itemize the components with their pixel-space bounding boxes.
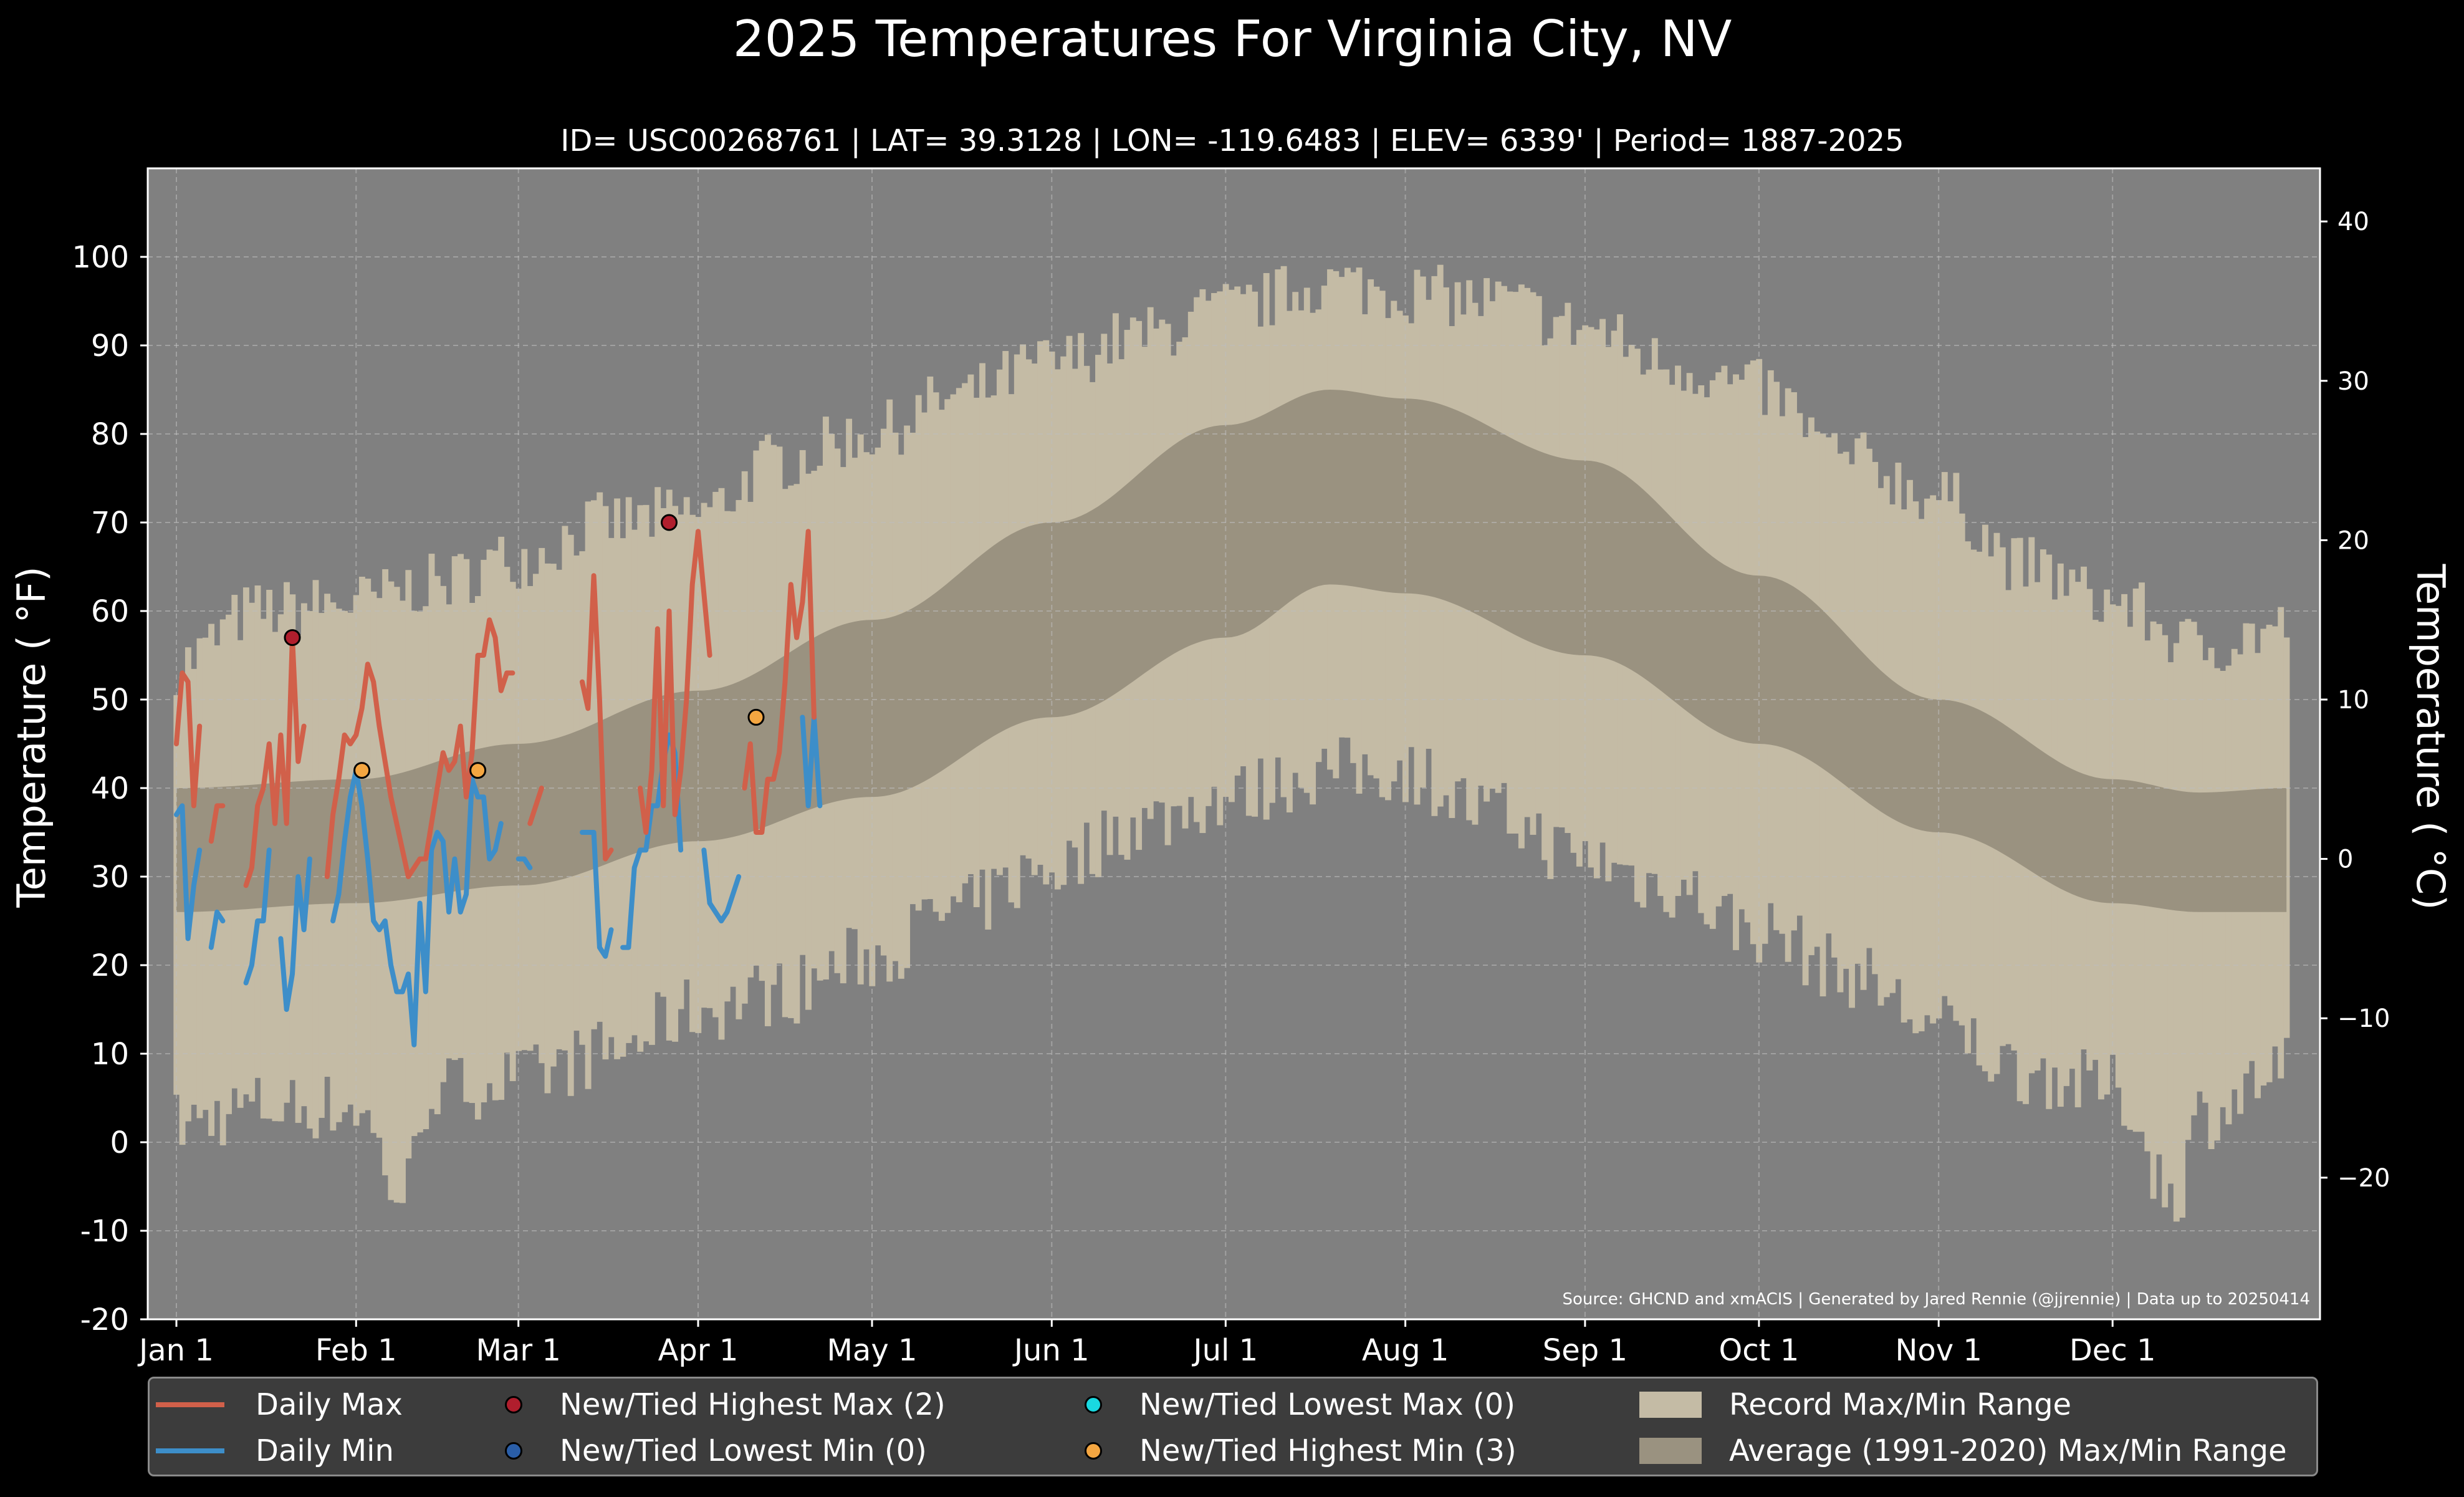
plot-area <box>148 168 2320 1320</box>
chart-title: 2025 Temperatures For Virginia City, NV <box>733 10 1732 68</box>
high-min-marker-icon <box>1085 1442 1102 1460</box>
legend-item-new-high-min: New/Tied Highest Min (3) <box>1047 1428 1517 1473</box>
new-high-min-marker <box>469 762 487 779</box>
new-high-max-marker <box>284 629 301 647</box>
daily-min-swatch <box>156 1448 224 1453</box>
record-range-bar <box>2179 621 2186 1218</box>
y2-tick-label: −20 <box>2337 1164 2390 1193</box>
y-tick-label: 40 <box>91 771 129 806</box>
daily-min-line <box>174 715 823 1047</box>
x-tick-label: Apr 1 <box>658 1333 739 1368</box>
chart-subtitle: ID= USC00268761 | LAT= 39.3128 | LON= -1… <box>560 123 1904 158</box>
new-high-min-marker <box>353 762 371 779</box>
y-tick-label: 0 <box>110 1125 129 1160</box>
legend-item-new-low-min: New/Tied Lowest Min (0) <box>467 1428 927 1473</box>
source-note: Source: GHCND and xmACIS | Generated by … <box>1562 1290 2310 1309</box>
y-axis-label: Temperature ( °F) <box>9 566 54 908</box>
y2-tick-label: 10 <box>2337 686 2369 715</box>
normal-range-band <box>176 390 2287 912</box>
legend-label: Average (1991-2020) Max/Min Range <box>1729 1433 2287 1468</box>
y-tick-label: -20 <box>80 1302 129 1337</box>
y-tick-label: 60 <box>91 594 129 629</box>
plot-frame <box>146 167 2321 1321</box>
legend-item-daily-max: Daily Max <box>156 1382 403 1427</box>
x-tick-label: Mar 1 <box>476 1333 561 1368</box>
legend: Daily Max Daily Min New/Tied Highest Max… <box>148 1377 2318 1476</box>
y-tick-label: 50 <box>91 683 129 718</box>
y2-tick-label: 30 <box>2337 367 2369 396</box>
record-range-swatch <box>1639 1392 1702 1418</box>
daily-max-swatch <box>156 1402 224 1407</box>
normal-range-swatch <box>1639 1438 1702 1464</box>
x-tick-label: Jan 1 <box>137 1333 214 1368</box>
record-range-bar <box>2150 621 2157 1199</box>
low-min-marker-icon <box>505 1442 522 1460</box>
legend-label: Daily Max <box>256 1387 403 1422</box>
record-range-bar <box>400 600 406 1203</box>
y2-tick-label: −10 <box>2337 1004 2390 1033</box>
record-range-bar <box>2283 637 2290 1038</box>
y2-tick-label: 40 <box>2337 208 2369 236</box>
legend-item-normal-range: Average (1991-2020) Max/Min Range <box>1639 1428 2287 1473</box>
y-tick-label: 20 <box>91 948 129 983</box>
x-tick-label: Jun 1 <box>1012 1333 1090 1368</box>
record-range-bar <box>2173 643 2180 1222</box>
legend-label: Record Max/Min Range <box>1729 1387 2072 1422</box>
x-tick-label: Oct 1 <box>1719 1333 1800 1368</box>
y-tick-label: 10 <box>91 1037 129 1072</box>
y2-axis-label: Temperature ( °C) <box>2408 564 2453 910</box>
y-tick-label: 90 <box>91 329 129 363</box>
y-tick-label: 70 <box>91 506 129 541</box>
legend-item-new-high-max: New/Tied Highest Max (2) <box>467 1382 946 1427</box>
x-tick-label: Nov 1 <box>1895 1333 1982 1368</box>
x-tick-label: Aug 1 <box>1362 1333 1449 1368</box>
y-tick-label: 30 <box>91 860 129 895</box>
y-tick-label: 100 <box>72 240 129 275</box>
daily-max-line <box>174 529 817 888</box>
x-tick-label: Sep 1 <box>1543 1333 1627 1368</box>
legend-item-new-low-max: New/Tied Lowest Max (0) <box>1047 1382 1515 1427</box>
record-range-bar <box>2167 662 2174 1184</box>
y2-tick-label: 0 <box>2337 845 2353 874</box>
x-tick-label: Feb 1 <box>315 1333 397 1368</box>
legend-label: Daily Min <box>256 1433 394 1468</box>
legend-item-daily-min: Daily Min <box>156 1428 394 1473</box>
low-max-marker-icon <box>1085 1396 1102 1413</box>
new-high-max-marker <box>661 514 678 531</box>
high-max-marker-icon <box>505 1396 522 1413</box>
record-range-bar <box>2162 635 2169 1208</box>
y2-tick-label: 20 <box>2337 526 2369 555</box>
legend-label: New/Tied Lowest Max (0) <box>1139 1387 1515 1422</box>
legend-item-record-range: Record Max/Min Range <box>1639 1382 2071 1427</box>
x-tick-label: May 1 <box>827 1333 917 1368</box>
y-tick-label: -10 <box>80 1214 129 1249</box>
legend-label: New/Tied Lowest Min (0) <box>560 1433 927 1468</box>
y-tick-label: 80 <box>91 417 129 452</box>
x-tick-label: Jul 1 <box>1191 1333 1258 1368</box>
axes: -20 -10 0 10 20 30 40 50 60 70 80 90 100 −20 −10 0 10 20 3… <box>72 167 2390 1368</box>
legend-label: New/Tied Highest Min (3) <box>1139 1433 1517 1468</box>
x-tick-label: Dec 1 <box>2069 1333 2156 1368</box>
new-high-min-marker <box>747 708 765 726</box>
legend-label: New/Tied Highest Max (2) <box>560 1387 946 1422</box>
